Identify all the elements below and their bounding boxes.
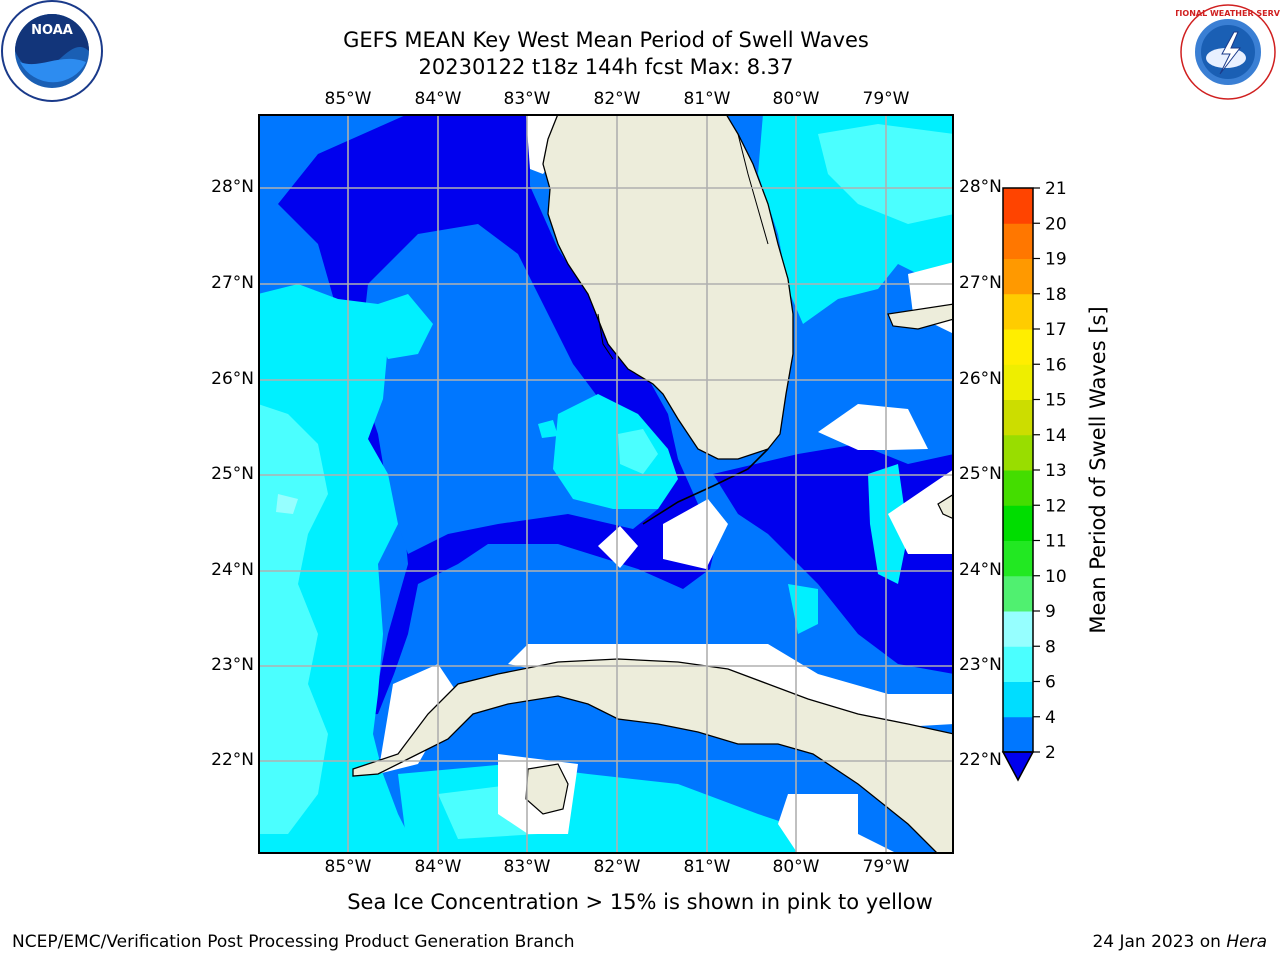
colorbar-tick-label: 10 bbox=[1045, 567, 1067, 587]
credit-text: NCEP/EMC/Verification Post Processing Pr… bbox=[12, 932, 575, 952]
period-6-8-west bbox=[258, 404, 328, 834]
noaa-logo: NOAA bbox=[1, 0, 103, 102]
bahamas-andros bbox=[937, 493, 954, 520]
period-4-6-blob-a bbox=[376, 294, 433, 359]
lon-label-top-83w: 83°W bbox=[503, 89, 551, 109]
cuba-landmass bbox=[352, 658, 954, 854]
lat-label-right-26n: 26°N bbox=[959, 369, 1002, 389]
colorbar-tick-label: 21 bbox=[1045, 180, 1067, 199]
date-text: 24 Jan 2023 on bbox=[1092, 932, 1227, 952]
period-4-6-east-lower bbox=[868, 464, 908, 584]
no-data-east-1 bbox=[818, 404, 928, 450]
lon-label-bottom-85w: 85°W bbox=[324, 857, 372, 877]
colorbar-segment bbox=[1003, 575, 1033, 612]
lon-label-bottom-83w: 83°W bbox=[503, 857, 551, 877]
colorbar-segment bbox=[1003, 434, 1033, 471]
lon-label-bottom-80w: 80°W bbox=[772, 857, 820, 877]
lat-label-right-22n: 22°N bbox=[959, 750, 1002, 770]
lat-label-right-23n: 23°N bbox=[959, 655, 1002, 675]
florida-keys bbox=[642, 448, 769, 525]
colorbar-tick-label: 14 bbox=[1045, 426, 1067, 446]
colorbar-segment bbox=[1003, 470, 1033, 506]
isle-of-youth bbox=[525, 763, 569, 815]
colorbar-ticks: 2 4 6 8 9 10 11 12 13 14 15 16 17 18 19 20 21 bbox=[1033, 180, 1067, 763]
colorbar-tick-label: 8 bbox=[1045, 637, 1056, 657]
period-6-8-center bbox=[618, 429, 658, 474]
colorbar-label: Mean Period of Swell Waves [s] bbox=[1086, 306, 1110, 634]
lat-label-left-23n: 23°N bbox=[211, 655, 254, 675]
colorbar: 2 4 6 8 9 10 11 12 13 14 15 16 17 18 19 20 21 bbox=[1001, 180, 1067, 782]
colorbar-segment bbox=[1003, 364, 1033, 400]
colorbar-tick-label: 13 bbox=[1045, 461, 1067, 481]
bahamas-grand bbox=[887, 303, 954, 330]
lon-label-top-79w: 79°W bbox=[862, 89, 910, 109]
colorbar-segment bbox=[1003, 681, 1033, 718]
colorbar-segment bbox=[1003, 188, 1033, 224]
colorbar-segments bbox=[1001, 187, 1035, 782]
colorbar-segment bbox=[1003, 399, 1033, 436]
colorbar-tick-label: 11 bbox=[1045, 532, 1067, 552]
lat-label-left-28n: 28°N bbox=[211, 177, 254, 197]
svg-text:NOAA: NOAA bbox=[31, 23, 73, 38]
lat-label-right-28n: 28°N bbox=[959, 177, 1002, 197]
sea-ice-note: Sea Ice Concentration > 15% is shown in … bbox=[347, 890, 933, 914]
swell-period-map bbox=[258, 114, 954, 854]
period-4-6-blob-b bbox=[538, 420, 558, 438]
florida-coast-detail bbox=[597, 133, 769, 360]
colorbar-segment bbox=[1003, 329, 1033, 365]
colorbar-tick-label: 19 bbox=[1045, 250, 1067, 270]
colorbar-tick-label: 12 bbox=[1045, 496, 1067, 516]
nws-logo: NATIONAL WEATHER SERVICE bbox=[1176, 4, 1280, 100]
lat-label-right-24n: 24°N bbox=[959, 560, 1002, 580]
chart-title: GEFS MEAN Key West Mean Period of Swell … bbox=[343, 28, 869, 52]
colorbar-tick-label: 20 bbox=[1045, 214, 1067, 234]
period-8-9-spots bbox=[276, 494, 298, 514]
svg-text:NATIONAL WEATHER SERVICE: NATIONAL WEATHER SERVICE bbox=[1176, 9, 1280, 18]
colorbar-segment bbox=[1003, 223, 1033, 259]
lat-label-right-27n: 27°N bbox=[959, 273, 1002, 293]
lon-label-top-85w: 85°W bbox=[324, 89, 372, 109]
colorbar-segment bbox=[1003, 716, 1033, 753]
period-4-6-center bbox=[553, 394, 678, 509]
colorbar-segment bbox=[1003, 646, 1033, 682]
florida-landmass bbox=[542, 114, 794, 460]
lon-label-top-80w: 80°W bbox=[772, 89, 820, 109]
lon-label-bottom-84w: 84°W bbox=[414, 857, 462, 877]
lon-label-bottom-81w: 81°W bbox=[683, 857, 731, 877]
colorbar-segment bbox=[1003, 540, 1033, 577]
colorbar-segment bbox=[1003, 505, 1033, 541]
lat-label-left-25n: 25°N bbox=[211, 464, 254, 484]
map-frame bbox=[258, 114, 954, 854]
no-data-se-corner bbox=[778, 794, 898, 854]
colorbar-segment bbox=[1003, 611, 1033, 647]
colorbar-tick-label: 2 bbox=[1045, 743, 1056, 763]
colorbar-under-extension bbox=[1001, 751, 1035, 782]
lat-label-left-26n: 26°N bbox=[211, 369, 254, 389]
lon-label-bottom-82w: 82°W bbox=[593, 857, 641, 877]
colorbar-tick-label: 15 bbox=[1045, 391, 1067, 411]
lon-label-bottom-79w: 79°W bbox=[862, 857, 910, 877]
lat-label-left-27n: 27°N bbox=[211, 273, 254, 293]
colorbar-segment bbox=[1003, 258, 1033, 295]
colorbar-tick-label: 4 bbox=[1045, 708, 1056, 728]
lon-label-top-82w: 82°W bbox=[593, 89, 641, 109]
colorbar-segment bbox=[1003, 293, 1033, 330]
map-grid bbox=[258, 114, 954, 854]
colorbar-tick-label: 18 bbox=[1045, 285, 1067, 305]
lat-label-left-24n: 24°N bbox=[211, 560, 254, 580]
lon-label-top-81w: 81°W bbox=[683, 89, 731, 109]
chart-subtitle: 20230122 t18z 144h fcst Max: 8.37 bbox=[418, 55, 794, 79]
generation-date: 24 Jan 2023 on Hera bbox=[1092, 932, 1267, 952]
lat-label-right-25n: 25°N bbox=[959, 464, 1002, 484]
lon-label-top-84w: 84°W bbox=[414, 89, 462, 109]
lat-label-left-22n: 22°N bbox=[211, 750, 254, 770]
host-name: Hera bbox=[1226, 932, 1267, 952]
colorbar-tick-label: 16 bbox=[1045, 355, 1067, 375]
no-data-near-keys bbox=[598, 526, 638, 568]
no-data-keys-east bbox=[663, 499, 728, 569]
colorbar-tick-label: 9 bbox=[1045, 602, 1056, 622]
colorbar-tick-label: 6 bbox=[1045, 673, 1056, 693]
colorbar-tick-label: 17 bbox=[1045, 320, 1067, 340]
no-data-east-2 bbox=[888, 469, 954, 554]
